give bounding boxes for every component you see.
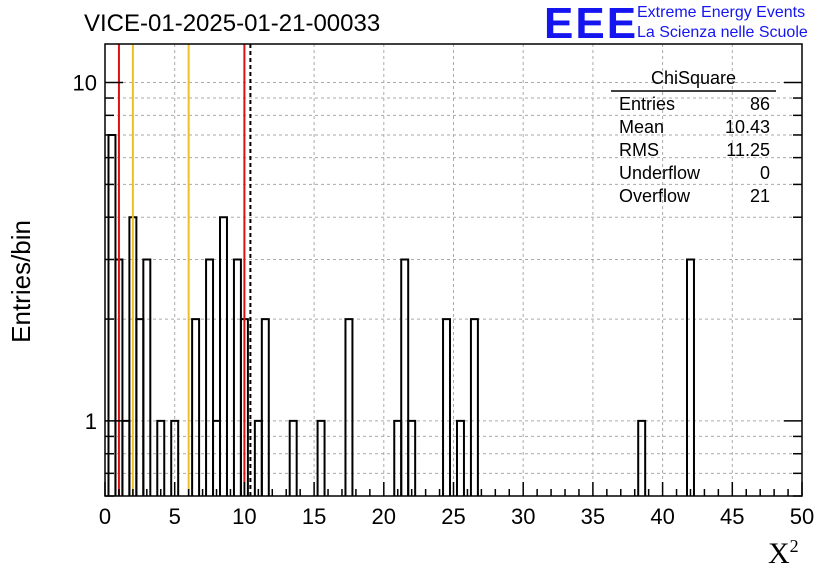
y-tick-label: 10 <box>73 71 97 96</box>
stats-row-label: Mean <box>619 117 664 137</box>
histogram-bin <box>121 419 131 496</box>
histogram-bin <box>260 318 270 496</box>
histogram-bin <box>400 258 410 496</box>
histogram-bin <box>232 258 242 496</box>
axis-ticks: 0 5 10 15 20 25 30 35 40 45 50 1 10 <box>73 71 815 529</box>
grid-lines <box>105 44 802 497</box>
x-tick-label: 45 <box>720 504 744 529</box>
stats-row-value: 86 <box>750 94 770 114</box>
x-tick-label: 40 <box>650 504 674 529</box>
stats-row-value: 21 <box>750 186 770 206</box>
histogram-bin <box>135 318 145 496</box>
stats-row-label: RMS <box>619 140 659 160</box>
eee-logo: EEE <box>544 0 639 48</box>
histogram-bin <box>469 318 479 496</box>
logo-subtitle-1: Extreme Energy Events <box>637 4 806 21</box>
y-tick-label: 1 <box>85 409 97 434</box>
x-tick-label: 15 <box>302 504 326 529</box>
histogram-bin <box>637 419 647 496</box>
histogram-bin <box>685 258 695 496</box>
x-tick-label: 10 <box>232 504 256 529</box>
x-tick-label: 35 <box>581 504 605 529</box>
x-tick-label: 25 <box>441 504 465 529</box>
x-tick-label: 0 <box>99 504 111 529</box>
logo-subtitle-2: La Scienza nelle Scuole <box>637 24 808 41</box>
histogram-bin <box>219 216 228 496</box>
histogram-bin <box>455 419 465 496</box>
histogram-bin <box>212 419 222 496</box>
stats-row-value: 10.43 <box>725 117 770 137</box>
stats-box: ChiSquare Entries 86 Mean 10.43 RMS 11.25 Under… <box>611 68 776 206</box>
histogram-bin <box>253 419 263 496</box>
stats-title: ChiSquare <box>651 68 736 88</box>
histogram-bin <box>191 318 201 496</box>
stats-row-value: 0 <box>760 163 770 183</box>
histogram-bin <box>288 419 298 496</box>
x-tick-label: 50 <box>790 504 814 529</box>
x-axis-label: X2 <box>768 536 799 570</box>
histogram-bars <box>107 133 695 496</box>
stats-row-value: 11.25 <box>726 140 770 160</box>
histogram-bin <box>170 419 180 496</box>
histogram-bin <box>107 133 117 496</box>
histogram-bin <box>407 419 417 496</box>
histogram-bin <box>156 419 166 496</box>
histogram-bin <box>142 258 152 496</box>
histogram-bin <box>442 318 452 496</box>
reference-lines <box>117 44 252 496</box>
x-tick-label: 5 <box>169 504 181 529</box>
stats-row-label: Entries <box>619 94 675 114</box>
stats-row-label: Overflow <box>619 186 691 206</box>
histogram-bin <box>344 318 354 496</box>
stats-row-label: Underflow <box>619 163 701 183</box>
histogram-bin <box>316 419 326 496</box>
histogram-title: VICE-01-2025-01-21-00033 <box>84 10 381 37</box>
x-tick-label: 20 <box>372 504 396 529</box>
histogram-bin <box>393 419 403 496</box>
histogram-bin <box>205 258 215 496</box>
x-tick-label: 30 <box>511 504 535 529</box>
